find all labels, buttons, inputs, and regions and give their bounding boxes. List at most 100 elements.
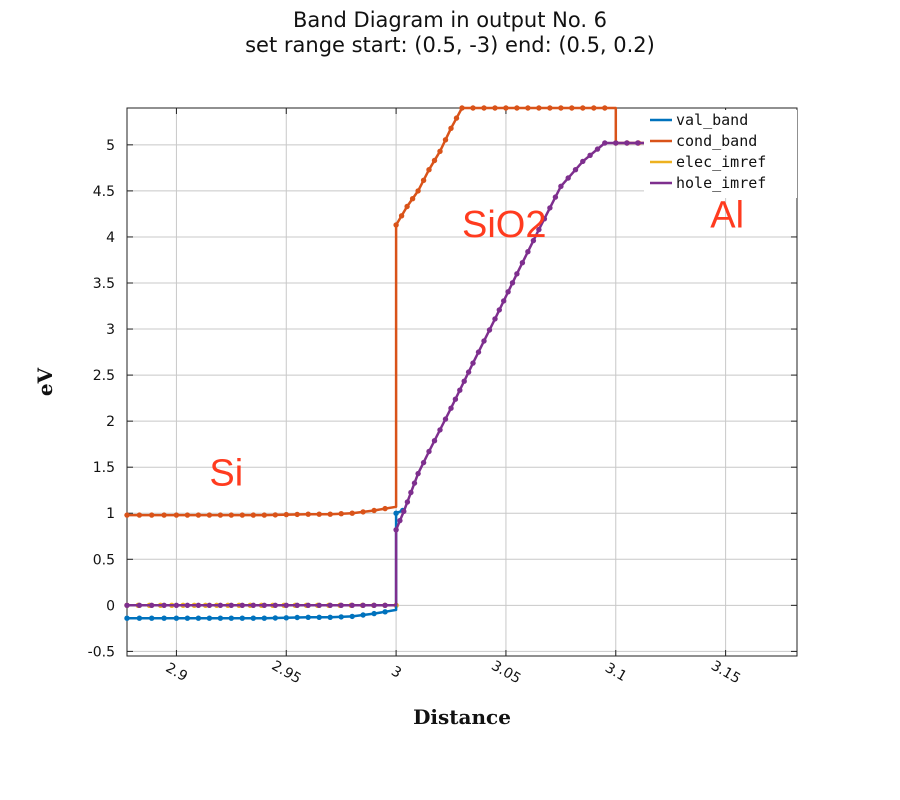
data-point [149,602,155,608]
data-point [206,512,213,518]
data-point [587,152,593,158]
x-tick-label: 3.1 [602,660,629,685]
data-point [338,602,344,608]
data-point [426,167,432,173]
data-point [136,615,143,621]
y-tick-label: 0 [106,598,115,614]
data-point [401,508,407,515]
legend-item-val-band: val_band [650,111,748,129]
data-point [569,105,575,111]
data-point [404,499,411,505]
data-point [327,602,333,608]
data-point [239,602,245,608]
series-line [127,141,797,607]
data-point [228,512,234,518]
data-point [217,615,224,621]
data-point [635,140,641,146]
data-point [547,205,553,211]
data-point [149,512,155,518]
data-point [411,480,418,486]
data-point [475,349,482,355]
data-point [408,489,414,496]
y-tick-label: 0.5 [93,552,115,568]
data-point [294,614,300,621]
data-point [591,105,597,111]
data-point [206,615,213,621]
data-point [305,614,311,620]
region-label-si: Si [209,453,243,495]
data-point [465,369,472,375]
chart-subtitle: set range start: (0.5, -3) end: (0.5, 0.… [245,33,655,57]
data-point [398,213,405,219]
data-point [173,512,180,518]
data-point [195,512,202,518]
y-tick-label: 2.5 [93,368,115,384]
data-point [283,511,289,518]
data-point [492,105,498,111]
x-tick-label: 2.9 [163,660,190,685]
data-point [461,378,467,384]
data-point [294,511,300,518]
data-point [536,226,542,233]
grid-lines [127,108,797,656]
data-point [442,137,449,143]
y-tick-label: -0.5 [88,644,115,660]
data-point [305,602,311,608]
data-point [624,140,630,146]
data-point [552,194,559,200]
data-point [459,105,465,111]
data-point [492,316,498,322]
data-point [397,517,403,524]
data-point [338,511,344,517]
data-point [503,105,509,111]
y-axis-label: eV [33,367,57,396]
data-point [371,507,377,514]
data-point [448,405,454,411]
chart-title-block: Band Diagram in output No. 6 set range s… [0,8,900,58]
data-point [437,148,443,154]
data-point [404,203,410,210]
y-tick-label: 1.5 [93,460,115,476]
data-point [228,615,234,621]
data-point [565,175,571,181]
y-tick-label: 1 [106,506,115,522]
y-tick-label: 4.5 [93,184,115,200]
data-point [558,105,564,111]
data-point [283,602,289,608]
data-point [349,602,355,608]
data-point [261,615,267,621]
data-point [572,167,579,173]
data-point [250,512,256,518]
data-point [437,427,443,433]
legend-label: elec_imref [676,153,766,171]
data-point [360,612,366,618]
legend-item-hole-imref: hole_imref [650,174,766,192]
data-point [239,512,245,518]
data-point [393,527,399,533]
data-point [536,105,542,111]
data-point [283,615,289,621]
data-point [327,511,333,517]
data-point [448,125,454,131]
x-tick-label: 3.05 [488,658,523,687]
legend-item-elec-imref: elec_imref [650,153,766,171]
data-point [161,512,167,518]
data-point [547,105,553,111]
data-point [602,140,608,146]
data-point [409,196,416,202]
data-point [501,298,507,304]
data-point [613,140,619,146]
region-label-al: Al [710,195,744,237]
data-point [481,338,487,344]
data-point [124,602,130,608]
data-point [393,510,399,516]
data-point [371,610,377,617]
data-point [470,360,476,366]
y-tick-label: 4 [106,230,115,246]
data-point [558,183,564,189]
data-point [316,614,322,620]
data-point [496,307,502,313]
data-point [530,237,537,244]
data-point [486,327,493,333]
data-point [481,105,487,111]
